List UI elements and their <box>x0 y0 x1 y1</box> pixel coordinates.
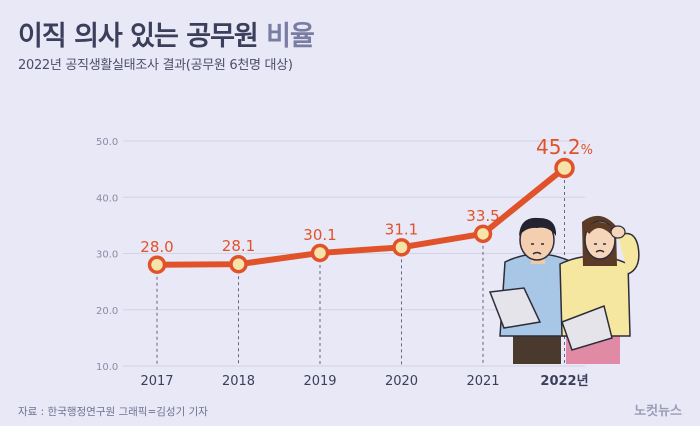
man-hair <box>519 217 557 236</box>
data-point <box>554 157 575 179</box>
series-line <box>154 165 568 268</box>
publisher-logo: 노컷뉴스 <box>634 404 682 419</box>
data-label: 28.0 <box>140 238 173 256</box>
data-label: 45.2% <box>536 135 593 159</box>
data-label: 31.1 <box>385 220 418 238</box>
source-credit: 자료 : 한국행정연구원 그래픽=김성기 기자 <box>18 406 208 418</box>
data-point <box>310 243 330 263</box>
y-tick-label: 40.0 <box>96 193 118 204</box>
worried-workers-illustration <box>488 215 640 364</box>
x-tick-label: 2020 <box>385 374 418 389</box>
y-tick-label: 20.0 <box>96 306 118 317</box>
data-label: 30.1 <box>303 226 336 244</box>
man-expression <box>531 243 544 255</box>
woman-bangs <box>584 222 616 235</box>
x-tick-label: 2022년 <box>540 374 588 389</box>
x-tick-label: 2021 <box>466 374 499 389</box>
y-tick-label: 50.0 <box>96 137 118 148</box>
x-tick-label: 2019 <box>303 374 336 389</box>
chart-title-accent: 비율 <box>266 21 315 52</box>
woman-hand <box>610 225 626 239</box>
y-tick-label: 10.0 <box>96 362 118 373</box>
chart-subtitle: 2022년 공직생활실태조사 결과(공무원 6천명 대상) <box>18 58 293 73</box>
data-point <box>473 224 493 244</box>
man-document <box>488 287 542 329</box>
data-point <box>147 255 167 274</box>
woman-expression <box>594 243 606 253</box>
data-point <box>392 238 411 257</box>
chart-title-main: 이직 의사 있는 공무원 <box>18 21 259 52</box>
data-point <box>229 254 248 274</box>
data-label: 33.5 <box>466 207 499 225</box>
grid-layer: 10.0 20.0 30.0 40.0 50.0 2017 2018 2019 2020 2021… <box>96 137 589 389</box>
data-label-unit: % <box>581 143 593 158</box>
plot-layer: 28.0 28.1 30.1 31.1 33.5 45.2% <box>140 135 593 274</box>
woman-document <box>561 304 613 351</box>
woman-raised-arm <box>617 232 640 275</box>
y-tick-label: 30.0 <box>96 250 118 261</box>
x-tick-label: 2017 <box>140 374 173 389</box>
data-label: 28.1 <box>222 237 255 255</box>
chart-title: 이직 의사 있는 공무원 비율 <box>18 14 315 53</box>
x-tick-label: 2018 <box>222 374 255 389</box>
